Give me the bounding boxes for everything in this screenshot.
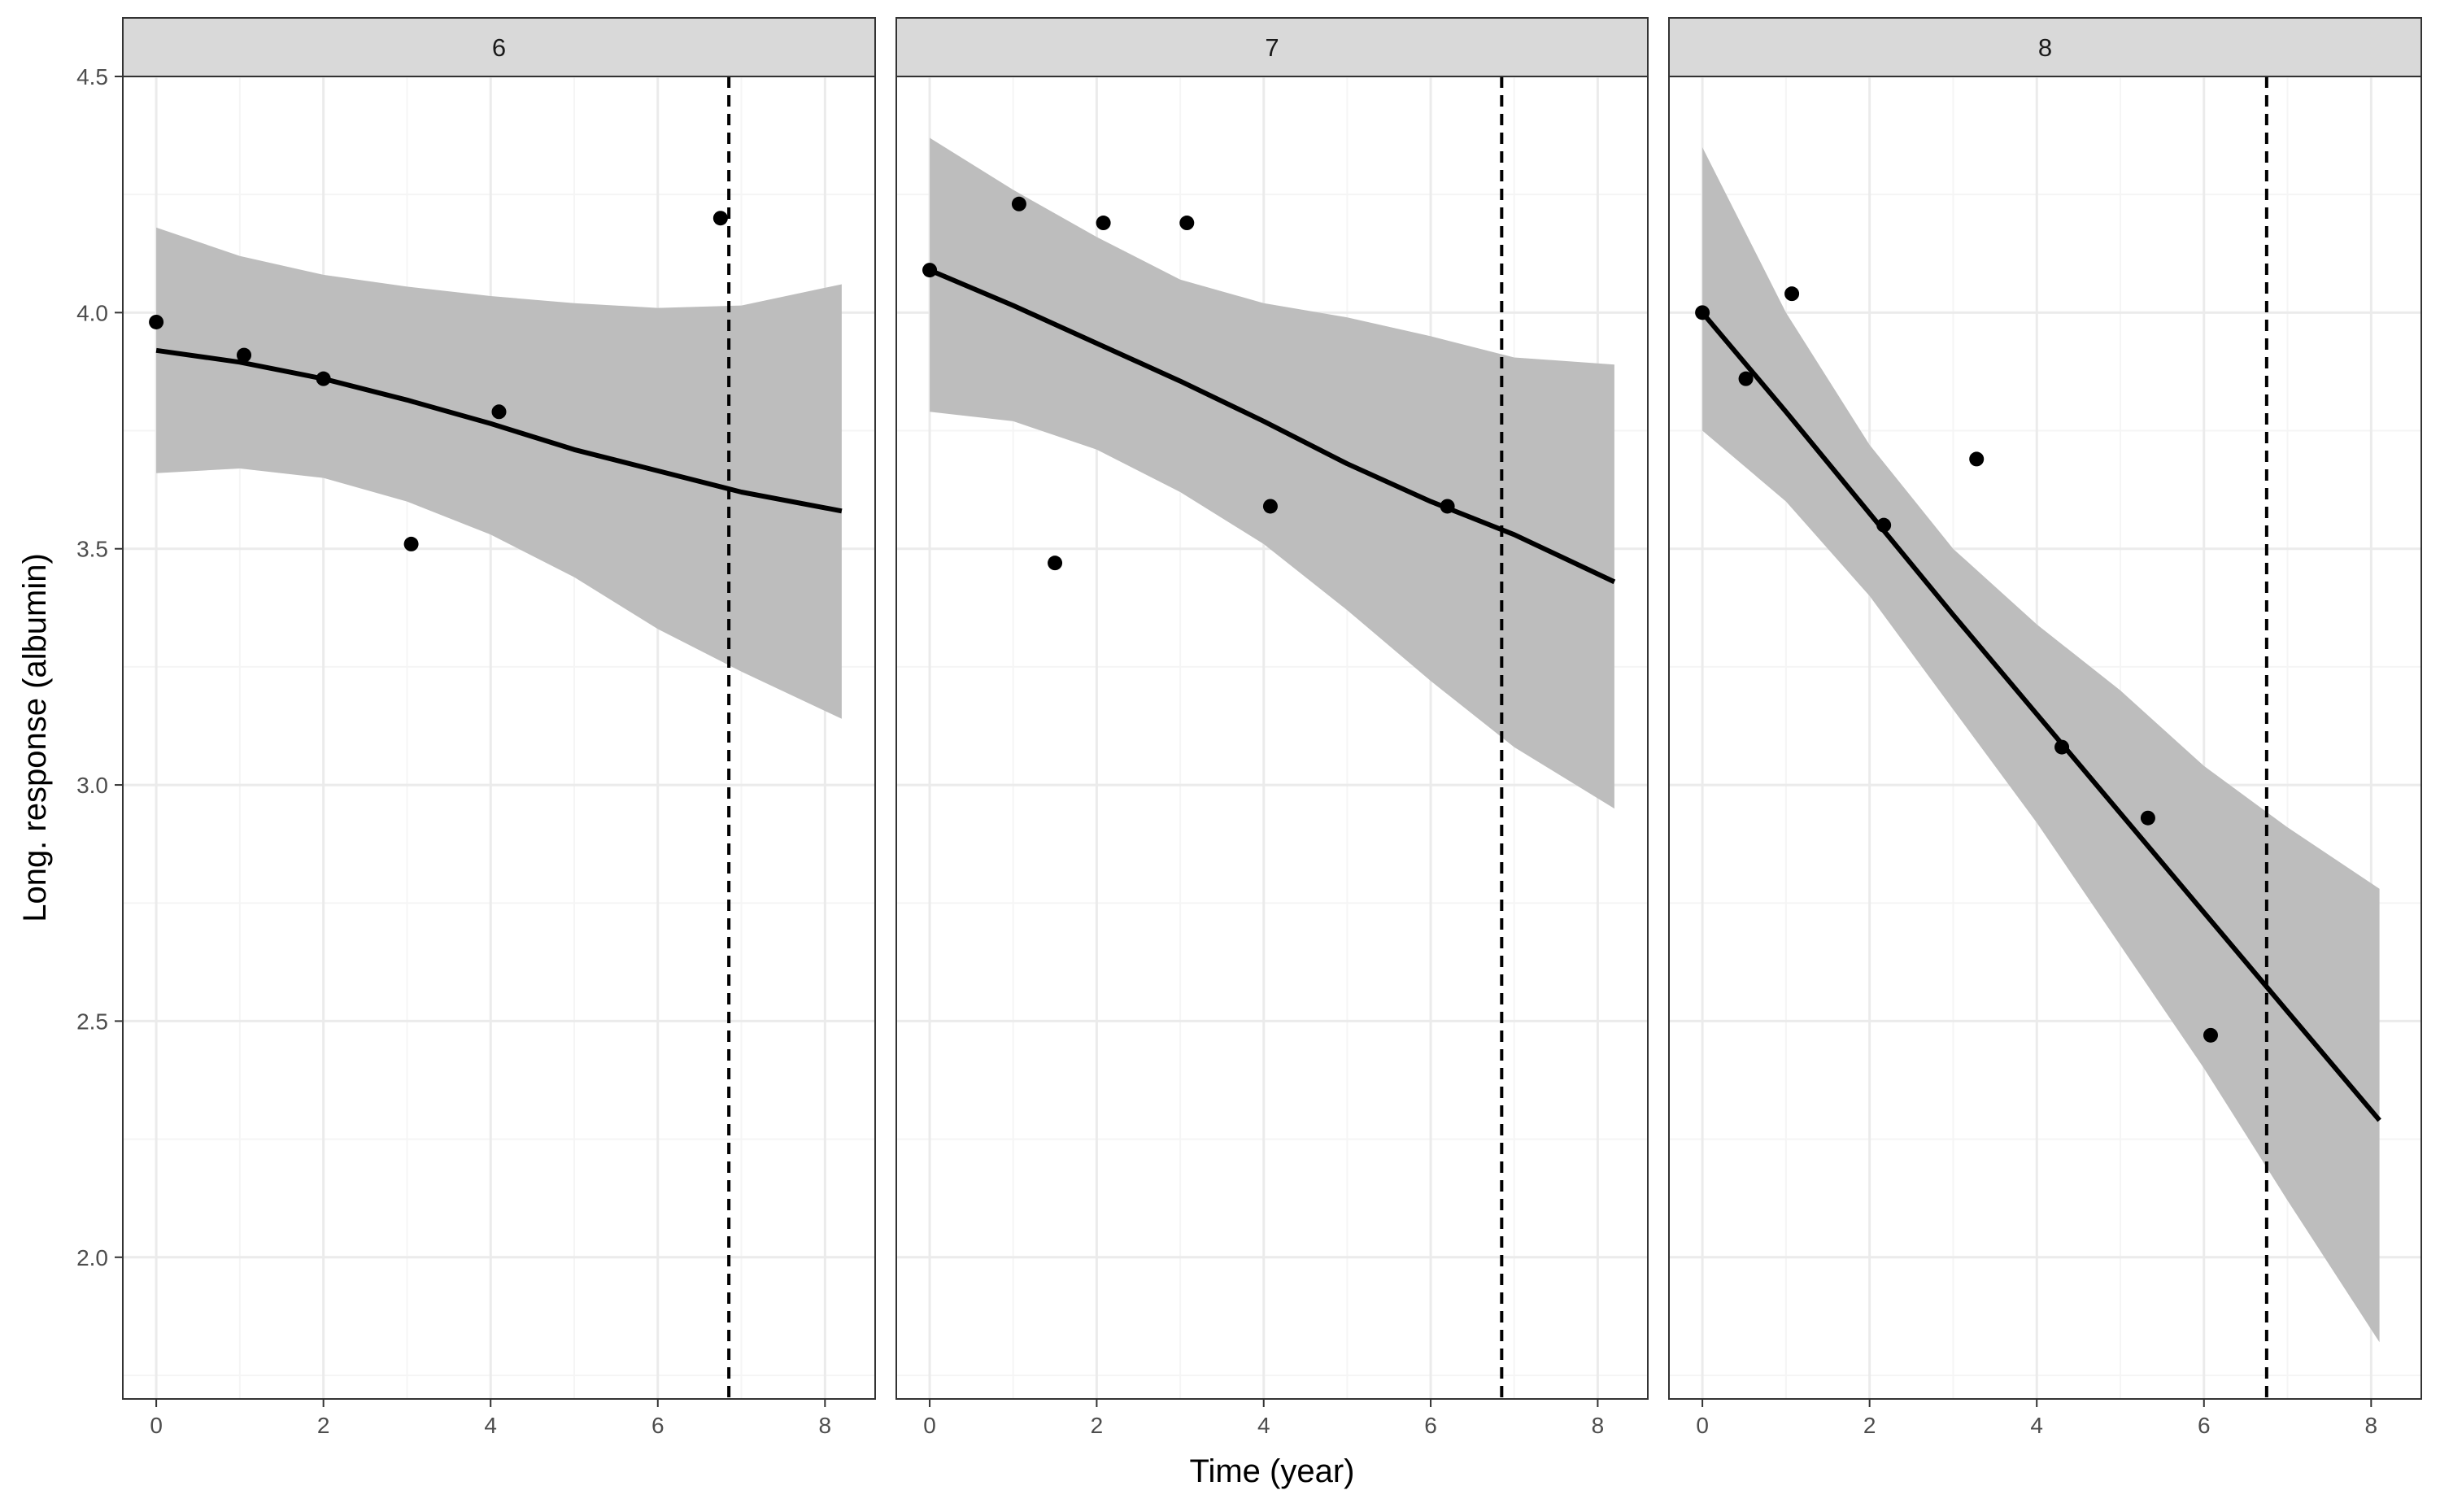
x-axis-label: Time (year) (1190, 1453, 1355, 1489)
data-point (149, 314, 164, 329)
x-tick-label: 2 (1091, 1413, 1104, 1438)
fitted-line (155, 347, 843, 514)
data-point (1048, 556, 1063, 571)
data-point (1262, 499, 1278, 514)
x-tick-label: 4 (484, 1413, 497, 1438)
facet-strip-label: 7 (1265, 33, 1279, 62)
data-point (1440, 499, 1455, 514)
data-point (2054, 739, 2070, 755)
data-point (316, 371, 331, 386)
confidence-band (1702, 147, 2380, 1343)
x-tick-label: 4 (2030, 1413, 2043, 1438)
x-tick-label: 0 (1696, 1413, 1709, 1438)
y-tick-label: 4.5 (76, 64, 108, 89)
confidence-band (156, 227, 842, 719)
data-point (922, 263, 938, 278)
x-tick-label: 8 (1592, 1413, 1605, 1438)
data-point (1969, 451, 1985, 467)
y-tick-label: 2.0 (76, 1245, 108, 1270)
facet-strip-label: 6 (492, 33, 506, 62)
fitted-line (928, 268, 1616, 585)
x-tick-label: 4 (1257, 1413, 1270, 1438)
facet-strip (122, 17, 876, 77)
facet-panel-6: 6 0 2 4 6 8 (122, 17, 876, 1438)
x-tick-label: 8 (2365, 1413, 2378, 1438)
data-point (1876, 517, 1892, 533)
x-tick-label: 6 (651, 1413, 664, 1438)
y-axis-label: Long. response (albumin) (17, 553, 53, 922)
y-tick-label: 4.0 (76, 300, 108, 325)
data-point (1784, 286, 1800, 302)
facet-strip-label: 8 (2038, 33, 2052, 62)
data-point (1096, 216, 1111, 231)
data-point (237, 347, 252, 363)
x-tick-label: 2 (1863, 1413, 1876, 1438)
facet-strip (1668, 17, 2422, 77)
facet-panel-8: 8 0 2 4 6 8 (1668, 17, 2422, 1438)
y-tick-label: 3.5 (76, 537, 108, 562)
data-point (1738, 371, 1754, 386)
x-tick-label: 0 (923, 1413, 936, 1438)
x-tick-label: 6 (1424, 1413, 1437, 1438)
data-point (1179, 216, 1195, 231)
x-tick-label: 6 (2198, 1413, 2211, 1438)
data-point (403, 536, 419, 551)
facet-panel-7: 7 0 2 4 6 8 (895, 17, 1649, 1438)
data-point (491, 404, 507, 420)
x-tick-label: 8 (819, 1413, 832, 1438)
data-point (1695, 305, 1710, 320)
data-point (2140, 810, 2155, 826)
y-tick-label: 3.0 (76, 773, 108, 798)
data-point (2203, 1027, 2218, 1043)
y-tick-label: 2.5 (76, 1009, 108, 1034)
data-point (1011, 196, 1026, 211)
confidence-band (930, 137, 1614, 809)
data-point (712, 211, 728, 226)
x-tick-label: 0 (150, 1413, 163, 1438)
x-tick-label: 2 (317, 1413, 330, 1438)
fitted-line (1700, 311, 2381, 1122)
facet-strip (895, 17, 1649, 77)
